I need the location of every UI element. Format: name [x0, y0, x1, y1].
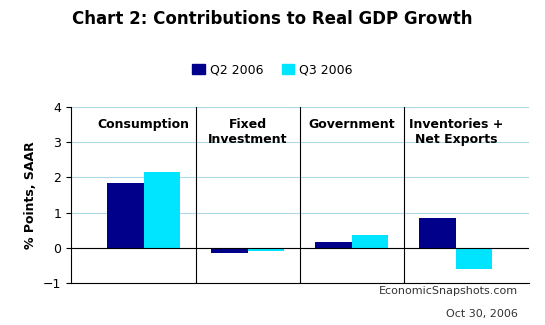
- Text: Chart 2: Contributions to Real GDP Growth: Chart 2: Contributions to Real GDP Growt…: [72, 10, 473, 28]
- Text: Inventories +
Net Exports: Inventories + Net Exports: [409, 118, 503, 146]
- Text: EconomicSnapshots.com: EconomicSnapshots.com: [379, 286, 518, 296]
- Bar: [456, 248, 492, 269]
- Y-axis label: % Points, SAAR: % Points, SAAR: [24, 141, 37, 249]
- Bar: [144, 172, 180, 248]
- Bar: [248, 248, 284, 251]
- Bar: [316, 242, 352, 248]
- Bar: [420, 218, 456, 248]
- Text: Consumption: Consumption: [98, 118, 190, 131]
- Bar: [352, 235, 388, 248]
- Legend: Q2 2006, Q3 2006: Q2 2006, Q3 2006: [187, 58, 358, 81]
- Bar: [211, 248, 248, 253]
- Text: Fixed
Investment: Fixed Investment: [208, 118, 287, 146]
- Text: Government: Government: [308, 118, 395, 131]
- Bar: [107, 183, 144, 248]
- Text: Oct 30, 2006: Oct 30, 2006: [446, 308, 518, 318]
